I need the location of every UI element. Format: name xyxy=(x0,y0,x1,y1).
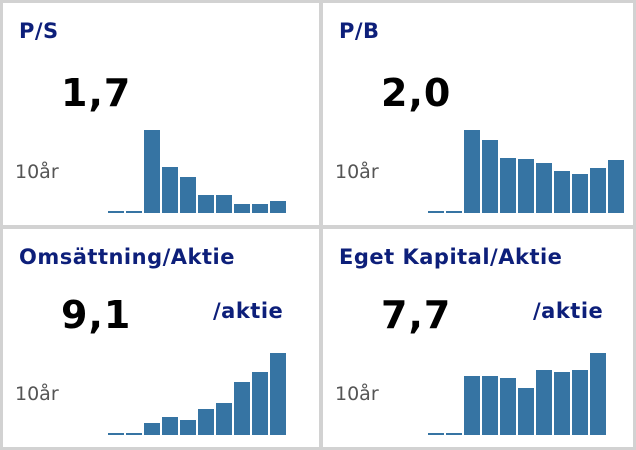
sparkline-bar xyxy=(590,168,606,213)
sparkline-bar xyxy=(446,211,462,213)
card-ps[interactable]: P/S 1,7 10år xyxy=(3,3,319,225)
sparkline-bar xyxy=(428,211,444,213)
card-unit: /aktie xyxy=(533,299,604,323)
sparkline-bar xyxy=(198,195,214,213)
sparkline-bar xyxy=(608,160,624,213)
sparkline-bar xyxy=(162,167,178,213)
sparkline-bar xyxy=(144,130,160,213)
period-label: 10år xyxy=(15,383,59,405)
card-title: P/S xyxy=(19,19,59,43)
sparkline-bar xyxy=(500,378,516,435)
sparkline-bar xyxy=(198,409,214,435)
sparkline-bar xyxy=(428,433,444,435)
sparkline-bar xyxy=(590,353,606,435)
sparkline-bar xyxy=(234,382,250,435)
sparkline-bar xyxy=(482,376,498,435)
sparkline-bar xyxy=(554,372,570,435)
sparkline-bar xyxy=(180,420,196,435)
sparkline-chart xyxy=(428,128,624,213)
card-value: 9,1 xyxy=(61,293,132,337)
card-title: Eget Kapital/Aktie xyxy=(339,245,563,269)
sparkline-bar xyxy=(464,376,480,435)
sparkline-bar xyxy=(572,370,588,435)
card-pb[interactable]: P/B 2,0 10år xyxy=(323,3,633,225)
period-label: 10år xyxy=(15,161,59,183)
card-value: 1,7 xyxy=(61,71,132,115)
sparkline-chart xyxy=(108,350,293,435)
sparkline-bar xyxy=(500,158,516,213)
sparkline-bar xyxy=(446,433,462,435)
sparkline-bar xyxy=(234,204,250,213)
sparkline-bar xyxy=(518,388,534,435)
sparkline-bar xyxy=(126,211,142,213)
card-title: P/B xyxy=(339,19,380,43)
sparkline-bar xyxy=(144,423,160,435)
sparkline-bar xyxy=(216,195,232,213)
sparkline-bar xyxy=(108,433,124,435)
sparkline-bar xyxy=(180,177,196,213)
sparkline-bar xyxy=(536,370,552,435)
card-value: 2,0 xyxy=(381,71,452,115)
sparkline-bar xyxy=(464,130,480,213)
period-label: 10år xyxy=(335,161,379,183)
sparkline-bar xyxy=(482,140,498,213)
sparkline-bar xyxy=(270,353,286,435)
sparkline-chart xyxy=(108,128,293,213)
sparkline-bar xyxy=(216,403,232,435)
sparkline-bar xyxy=(126,433,142,435)
sparkline-bar xyxy=(252,204,268,213)
card-value: 7,7 xyxy=(381,293,452,337)
sparkline-chart xyxy=(428,350,613,435)
sparkline-bar xyxy=(162,417,178,435)
sparkline-bar xyxy=(536,163,552,213)
sparkline-bar xyxy=(270,201,286,213)
sparkline-bar xyxy=(518,159,534,213)
period-label: 10år xyxy=(335,383,379,405)
card-title: Omsättning/Aktie xyxy=(19,245,235,269)
sparkline-bar xyxy=(108,211,124,213)
sparkline-bar xyxy=(554,171,570,213)
card-unit: /aktie xyxy=(213,299,284,323)
card-revenue-per-share[interactable]: Omsättning/Aktie 9,1 /aktie 10år xyxy=(3,229,319,447)
sparkline-bar xyxy=(572,174,588,213)
sparkline-bar xyxy=(252,372,268,435)
card-equity-per-share[interactable]: Eget Kapital/Aktie 7,7 /aktie 10år xyxy=(323,229,633,447)
